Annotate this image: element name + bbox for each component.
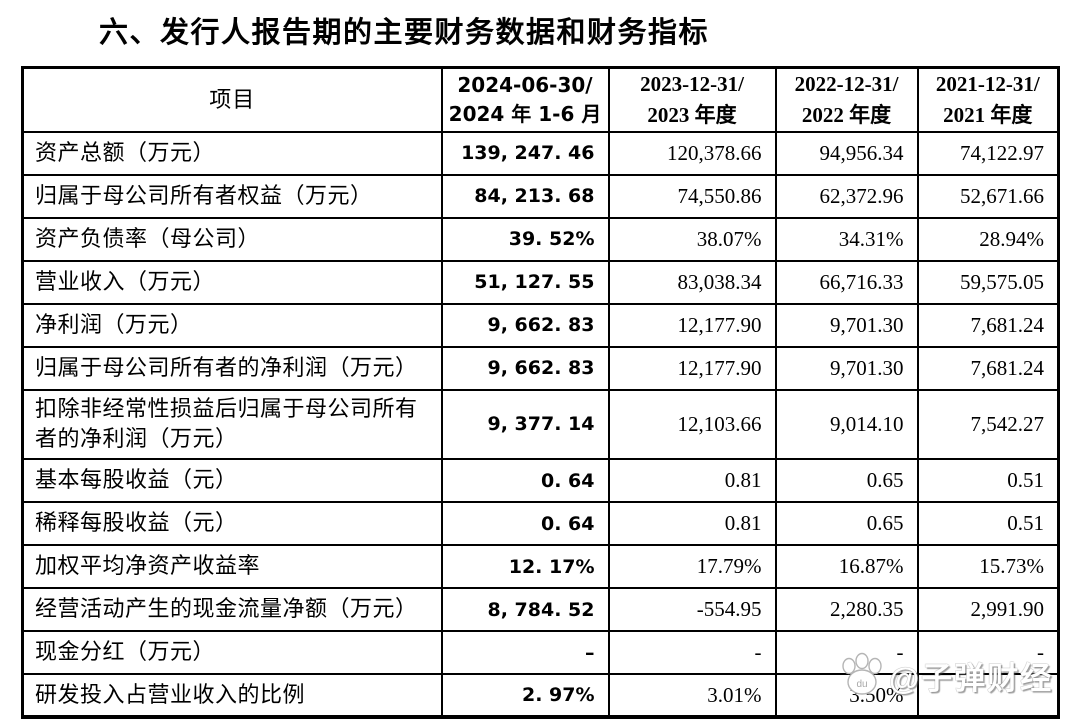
table-row-total-assets: 资产总额（万元） 139, 247. 46 120,378.66 94,956.… [21, 130, 1060, 176]
row-value-2021 [916, 673, 1060, 719]
row-value-2024: 51, 127. 55 [440, 259, 610, 305]
table-row-net-profit: 净利润（万元） 9, 662. 83 12,177.90 9,701.30 7,… [21, 302, 1060, 348]
row-value-2023: 74,550.86 [607, 173, 777, 219]
row-value-2023: 12,177.90 [607, 302, 777, 348]
row-value-2021: 7,542.27 [916, 388, 1060, 461]
section-title: 六、发行人报告期的主要财务数据和财务指标 [99, 17, 710, 49]
row-value-2023: 3.01% [607, 673, 777, 719]
table-row-basic-eps: 基本每股收益（元） 0. 64 0.81 0.65 0.51 [21, 458, 1060, 504]
row-label: 研发投入占营业收入的比例 [21, 673, 443, 719]
row-value-2023: 0.81 [607, 501, 777, 547]
header-period-2023: 2023-12-31/ 2023 年度 [607, 66, 777, 133]
table-row-parent-equity: 归属于母公司所有者权益（万元） 84, 213. 68 74,550.86 62… [21, 173, 1060, 219]
row-value-2023: - [607, 630, 777, 676]
table-row-operating-cash-flow: 经营活动产生的现金流量净额（万元） 8, 784. 52 -554.95 2,2… [21, 587, 1060, 633]
table-header-row: 项目 2024-06-30/ 2024 年 1-6 月 2023-12-31/ … [21, 66, 1060, 133]
row-value-2021: 7,681.24 [916, 302, 1060, 348]
row-value-2022: 0.65 [774, 458, 919, 504]
row-value-2021: 0.51 [916, 458, 1060, 504]
row-value-2023: 12,177.90 [607, 345, 777, 391]
header-period-span: 2023 年度 [647, 102, 737, 127]
row-label: 归属于母公司所有者的净利润（万元） [21, 345, 443, 391]
row-value-2022: 34.31% [774, 216, 919, 262]
header-period-date: 2022-12-31/ [794, 72, 899, 97]
table-row-cash-dividend: 现金分红（万元） – - - - [21, 630, 1060, 676]
header-period-span: 2022 年度 [801, 102, 892, 127]
row-value-2023: 12,103.66 [607, 388, 777, 461]
header-period-2021: 2021-12-31/ 2021 年度 [916, 66, 1060, 133]
row-value-2022: 16.87% [774, 544, 919, 590]
row-value-2023: 17.79% [607, 544, 777, 590]
table-row-diluted-eps: 稀释每股收益（元） 0. 64 0.81 0.65 0.51 [21, 501, 1060, 547]
table-row-parent-net-profit: 归属于母公司所有者的净利润（万元） 9, 662. 83 12,177.90 9… [21, 345, 1060, 391]
table-row-rd-ratio: 研发投入占营业收入的比例 2. 97% 3.01% 3.50% [21, 673, 1060, 719]
row-value-2021: 2,991.90 [916, 587, 1060, 633]
row-value-2021: 7,681.24 [916, 345, 1060, 391]
header-period-date: 2023-12-31/ [640, 72, 744, 97]
row-label: 加权平均净资产收益率 [21, 544, 443, 590]
row-value-2021: 0.51 [916, 501, 1060, 547]
row-value-2021: 15.73% [916, 544, 1060, 590]
row-value-2024: 9, 377. 14 [440, 388, 610, 461]
row-value-2024: – [440, 630, 610, 676]
header-period-2022: 2022-12-31/ 2022 年度 [774, 66, 919, 133]
row-value-2023: 38.07% [607, 216, 777, 262]
table-row-weighted-roe: 加权平均净资产收益率 12. 17% 17.79% 16.87% 15.73% [21, 544, 1060, 590]
row-value-2021: 28.94% [916, 216, 1060, 262]
row-label: 资产总额（万元） [21, 130, 443, 176]
row-label: 资产负债率（母公司） [21, 216, 443, 262]
row-value-2022: 9,014.10 [774, 388, 919, 461]
row-value-2024: 2. 97% [440, 673, 610, 719]
table-row-deducted-net-profit: 扣除非经常性损益后归属于母公司所有者的净利润（万元） 9, 377. 14 12… [21, 388, 1060, 461]
row-value-2024: 84, 213. 68 [440, 173, 610, 219]
header-period-date: 2024-06-30/ [457, 72, 593, 97]
row-value-2024: 39. 52% [440, 216, 610, 262]
row-label: 归属于母公司所有者权益（万元） [21, 173, 443, 219]
row-value-2024: 9, 662. 83 [440, 345, 610, 391]
header-period-2024h1: 2024-06-30/ 2024 年 1-6 月 [440, 66, 610, 133]
header-period-date: 2021-12-31/ [935, 72, 1040, 97]
row-value-2022: 62,372.96 [774, 173, 919, 219]
row-value-2022: - [774, 630, 919, 676]
row-label: 基本每股收益（元） [21, 458, 443, 504]
row-value-2022: 3.50% [774, 673, 919, 719]
row-value-2022: 9,701.30 [774, 302, 919, 348]
row-value-2021: - [916, 630, 1060, 676]
row-label: 营业收入（万元） [21, 259, 443, 305]
row-value-2021: 52,671.66 [916, 173, 1060, 219]
row-value-2023: 0.81 [607, 458, 777, 504]
row-value-2022: 0.65 [774, 501, 919, 547]
header-period-span: 2021 年度 [943, 102, 1033, 127]
header-period-span: 2024 年 1-6 月 [448, 101, 602, 126]
row-value-2022: 9,701.30 [774, 345, 919, 391]
row-label: 稀释每股收益（元） [21, 501, 443, 547]
row-value-2024: 0. 64 [440, 501, 610, 547]
row-value-2024: 12. 17% [440, 544, 610, 590]
table-row-debt-ratio: 资产负债率（母公司） 39. 52% 38.07% 34.31% 28.94% [21, 216, 1060, 262]
row-label: 现金分红（万元） [21, 630, 443, 676]
row-value-2022: 2,280.35 [774, 587, 919, 633]
row-value-2024: 8, 784. 52 [440, 587, 610, 633]
table-row-operating-revenue: 营业收入（万元） 51, 127. 55 83,038.34 66,716.33… [21, 259, 1060, 305]
row-value-2023: -554.95 [607, 587, 777, 633]
row-value-2024: 0. 64 [440, 458, 610, 504]
financial-data-table: 项目 2024-06-30/ 2024 年 1-6 月 2023-12-31/ … [21, 66, 1060, 720]
row-value-2021: 74,122.97 [916, 130, 1060, 176]
row-value-2024: 139, 247. 46 [440, 130, 610, 176]
row-value-2024: 9, 662. 83 [440, 302, 610, 348]
row-value-2023: 120,378.66 [607, 130, 777, 176]
row-label: 经营活动产生的现金流量净额（万元） [21, 587, 443, 633]
row-value-2022: 94,956.34 [774, 130, 919, 176]
header-item-column: 项目 [21, 66, 443, 133]
row-value-2022: 66,716.33 [774, 259, 919, 305]
row-label: 净利润（万元） [21, 302, 443, 348]
row-value-2023: 83,038.34 [607, 259, 777, 305]
row-label: 扣除非经常性损益后归属于母公司所有者的净利润（万元） [21, 388, 443, 461]
row-value-2021: 59,575.05 [916, 259, 1060, 305]
